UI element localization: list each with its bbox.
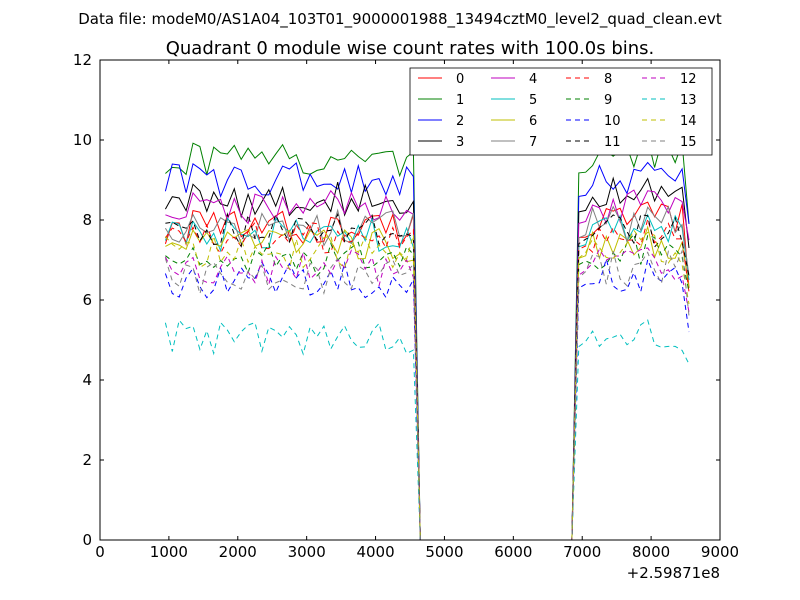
legend-label-5: 5 bbox=[529, 93, 537, 108]
series-line-0 bbox=[164, 201, 690, 541]
series-line-10 bbox=[164, 257, 690, 541]
y-tick-label: 8 bbox=[82, 211, 92, 229]
legend-label-13: 13 bbox=[680, 93, 697, 108]
y-tick-label: 0 bbox=[82, 531, 92, 549]
x-tick-label: 3000 bbox=[288, 543, 326, 561]
legend-label-1: 1 bbox=[456, 93, 464, 108]
chart-title: Quadrant 0 module wise count rates with … bbox=[166, 38, 655, 59]
y-tick-label: 4 bbox=[82, 371, 92, 389]
series-line-15 bbox=[164, 249, 690, 541]
series-layer bbox=[164, 137, 690, 541]
x-tick-label: 1000 bbox=[150, 543, 188, 561]
x-tick-label: 4000 bbox=[356, 543, 394, 561]
series-line-11 bbox=[165, 212, 690, 541]
series-line-1 bbox=[165, 137, 690, 541]
legend-label-6: 6 bbox=[529, 114, 537, 129]
x-tick-label: 0 bbox=[95, 543, 105, 561]
figure-suptitle: Data file: modeM0/AS1A04_103T01_90000019… bbox=[78, 10, 722, 29]
x-tick-label: 7000 bbox=[563, 543, 601, 561]
x-tick-label: 8000 bbox=[632, 543, 670, 561]
series-line-7 bbox=[164, 205, 690, 541]
x-axis-offset-label: +2.59871e8 bbox=[627, 564, 720, 582]
legend-label-3: 3 bbox=[456, 135, 464, 150]
x-tick-label: 2000 bbox=[219, 543, 257, 561]
series-line-2 bbox=[164, 161, 690, 541]
legend-label-4: 4 bbox=[529, 72, 537, 87]
series-line-6 bbox=[165, 225, 690, 541]
y-tick-label: 6 bbox=[82, 291, 92, 309]
legend-label-8: 8 bbox=[604, 72, 612, 87]
y-tick-label: 12 bbox=[73, 51, 92, 69]
legend-label-14: 14 bbox=[680, 114, 697, 129]
legend-label-0: 0 bbox=[456, 72, 464, 87]
series-line-5 bbox=[164, 213, 690, 541]
legend-label-9: 9 bbox=[604, 93, 612, 108]
series-line-4 bbox=[165, 189, 690, 541]
series-line-9 bbox=[165, 233, 690, 541]
series-line-14 bbox=[165, 229, 690, 541]
axis-ticks: 0 1000 2000 3000 4000 5000 6000 7000 8000 9000 0 2 4… bbox=[73, 51, 739, 561]
legend-label-10: 10 bbox=[604, 114, 621, 129]
x-tick-label: 6000 bbox=[494, 543, 532, 561]
legend-label-15: 15 bbox=[680, 135, 697, 150]
series-line-8 bbox=[164, 217, 690, 541]
legend-label-11: 11 bbox=[604, 135, 621, 150]
series-line-12 bbox=[164, 247, 690, 541]
y-tick-label: 10 bbox=[73, 131, 92, 149]
legend-label-7: 7 bbox=[529, 135, 537, 150]
y-tick-label: 2 bbox=[82, 451, 92, 469]
legend-label-2: 2 bbox=[456, 114, 464, 129]
legend-label-12: 12 bbox=[680, 72, 697, 87]
x-tick-label: 5000 bbox=[425, 543, 463, 561]
x-tick-label: 9000 bbox=[701, 543, 739, 561]
series-line-13 bbox=[164, 319, 690, 541]
